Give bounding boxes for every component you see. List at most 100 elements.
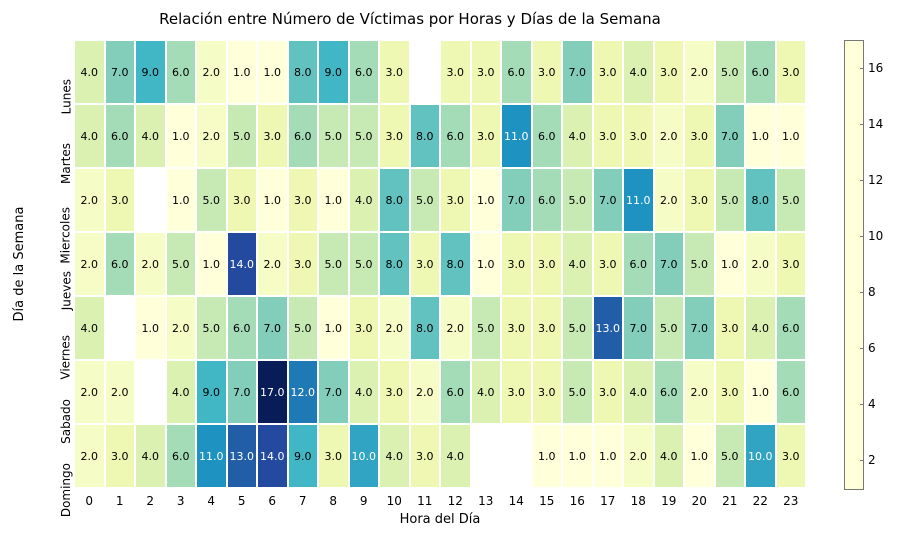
heatmap-cell: 6.0 (166, 424, 197, 488)
heatmap-cell: 1.0 (715, 232, 746, 296)
y-tick-label: Miercoles (59, 207, 73, 264)
y-tick-label: Viernes (59, 335, 73, 380)
heatmap-cell: 6.0 (623, 232, 654, 296)
heatmap-cell: 5.0 (410, 168, 441, 232)
heatmap-cell: 9.0 (318, 40, 349, 104)
x-tick-label: 17 (600, 494, 615, 508)
heatmap-cell: 3.0 (776, 232, 807, 296)
colorbar-tick: 12 (868, 173, 883, 187)
heatmap-cell: 1.0 (166, 168, 197, 232)
heatmap-cell: 4.0 (440, 424, 471, 488)
x-tick-label: 8 (329, 494, 337, 508)
heatmap-cell: 6.0 (501, 40, 532, 104)
heatmap-cell: 6.0 (745, 40, 776, 104)
heatmap-cell: 7.0 (562, 40, 593, 104)
heatmap-cell: 1.0 (745, 360, 776, 424)
heatmap-cell: 5.0 (715, 40, 746, 104)
heatmap-cell: 4.0 (471, 360, 502, 424)
x-tick-label: 6 (268, 494, 276, 508)
heatmap-cell: 2.0 (196, 104, 227, 168)
heatmap-cell: 3.0 (379, 40, 410, 104)
heatmap-cell: 2.0 (654, 104, 685, 168)
heatmap-cell: 9.0 (135, 40, 166, 104)
heatmap-cell: 14.0 (257, 424, 288, 488)
x-tick-label: 20 (692, 494, 707, 508)
heatmap-cell: 4.0 (562, 104, 593, 168)
heatmap-cell: 5.0 (227, 104, 258, 168)
heatmap-cell: 1.0 (318, 168, 349, 232)
heatmap-cell: 7.0 (318, 360, 349, 424)
heatmap-cell: 3.0 (654, 40, 685, 104)
heatmap-cell: 3.0 (501, 360, 532, 424)
x-tick-label: 7 (299, 494, 307, 508)
x-tick-label: 15 (539, 494, 554, 508)
heatmap-cell (105, 296, 136, 360)
x-tick-label: 11 (417, 494, 432, 508)
heatmap-cell: 9.0 (196, 360, 227, 424)
colorbar-tick: 8 (868, 285, 876, 299)
x-tick-label: 22 (753, 494, 768, 508)
colorbar-tick: 10 (868, 229, 883, 243)
heatmap-cell: 1.0 (562, 424, 593, 488)
heatmap-cell: 1.0 (471, 168, 502, 232)
heatmap-cell: 7.0 (105, 40, 136, 104)
heatmap-cell: 5.0 (196, 296, 227, 360)
x-tick-label: 18 (631, 494, 646, 508)
heatmap-cell: 14.0 (227, 232, 258, 296)
colorbar-ticks: 246810121416 (868, 40, 892, 488)
heatmap-cell: 5.0 (318, 104, 349, 168)
x-tick-label: 14 (509, 494, 524, 508)
heatmap-cell: 1.0 (257, 40, 288, 104)
heatmap-cell: 3.0 (288, 232, 319, 296)
heatmap-cell: 1.0 (135, 296, 166, 360)
heatmap-cell: 5.0 (684, 232, 715, 296)
heatmap-cell: 8.0 (440, 232, 471, 296)
heatmap-cell (135, 168, 166, 232)
heatmap-cell (471, 424, 502, 488)
heatmap-cell: 3.0 (715, 296, 746, 360)
heatmap-cell: 2.0 (440, 296, 471, 360)
heatmap-cell: 6.0 (776, 360, 807, 424)
heatmap-cell: 6.0 (105, 104, 136, 168)
x-tick-label: 10 (387, 494, 402, 508)
heatmap-cell: 3.0 (684, 104, 715, 168)
heatmap-cell: 2.0 (410, 360, 441, 424)
heatmap-cell: 5.0 (562, 168, 593, 232)
heatmap-cell: 4.0 (74, 104, 105, 168)
heatmap-cell: 7.0 (593, 168, 624, 232)
heatmap-cell: 1.0 (227, 40, 258, 104)
y-tick-label: Lunes (59, 79, 73, 114)
heatmap-cell: 4.0 (74, 296, 105, 360)
heatmap-cell: 3.0 (105, 424, 136, 488)
colorbar-tick: 2 (868, 453, 876, 467)
y-axis-title: Día de la Semana (12, 40, 27, 488)
heatmap-cell: 1.0 (318, 296, 349, 360)
x-tick-label: 2 (146, 494, 154, 508)
heatmap-cell: 7.0 (227, 360, 258, 424)
heatmap-cell: 3.0 (379, 360, 410, 424)
heatmap-cell: 2.0 (623, 424, 654, 488)
heatmap-cell: 3.0 (440, 40, 471, 104)
heatmap-cell: 1.0 (166, 104, 197, 168)
y-tick-label: Domingo (59, 463, 73, 517)
heatmap-cell: 11.0 (623, 168, 654, 232)
heatmap-cell: 5.0 (654, 296, 685, 360)
heatmap-cell: 4.0 (745, 296, 776, 360)
colorbar-tick: 16 (868, 61, 883, 75)
heatmap-cell: 5.0 (166, 232, 197, 296)
heatmap-cell: 17.0 (257, 360, 288, 424)
heatmap-cell: 1.0 (684, 424, 715, 488)
heatmap-cell: 12.0 (288, 360, 319, 424)
x-tick-label: 12 (448, 494, 463, 508)
heatmap-cell: 3.0 (532, 40, 563, 104)
heatmap-cell: 7.0 (684, 296, 715, 360)
heatmap-cell: 2.0 (74, 360, 105, 424)
heatmap-cell: 3.0 (715, 360, 746, 424)
x-tick-label: 9 (360, 494, 368, 508)
x-tick-label: 23 (783, 494, 798, 508)
heatmap-cell: 6.0 (532, 168, 563, 232)
heatmap-cell: 3.0 (471, 104, 502, 168)
x-tick-label: 19 (661, 494, 676, 508)
heatmap-cell: 4.0 (379, 424, 410, 488)
x-tick-label: 4 (207, 494, 215, 508)
